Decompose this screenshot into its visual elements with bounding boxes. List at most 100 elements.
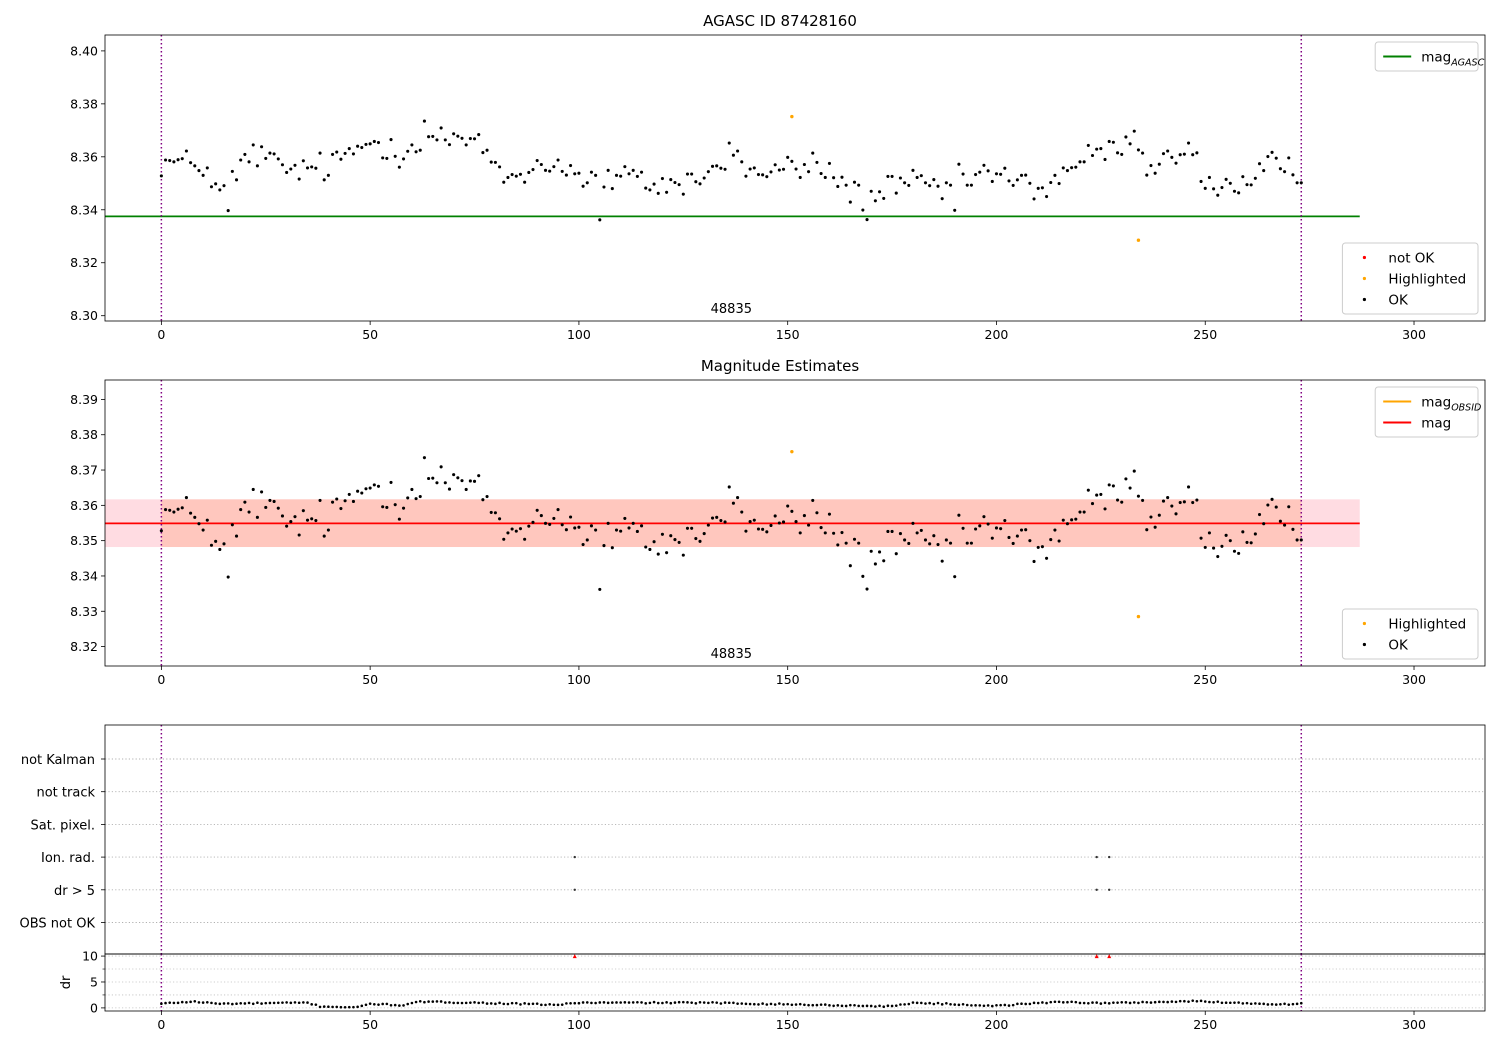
ok-point [614, 173, 619, 177]
ok-point [999, 527, 1003, 531]
ok-point [690, 526, 694, 530]
ok-point [944, 181, 948, 185]
ok-point [489, 510, 493, 514]
ok-point [610, 546, 614, 550]
dr-point [1036, 1001, 1040, 1005]
flag-point [1095, 888, 1098, 891]
ok-point [986, 169, 990, 173]
ok-point [660, 532, 664, 536]
ok-point [702, 176, 706, 180]
ok-point [919, 174, 923, 178]
ok-point [748, 520, 752, 524]
dr-point [231, 1002, 234, 1006]
ok-point [694, 536, 698, 541]
dr-point [180, 1000, 184, 1004]
dr-point [1011, 1003, 1015, 1007]
ok-point [1283, 523, 1287, 527]
dr-point [886, 1004, 890, 1007]
ok-point [1212, 546, 1216, 550]
ok-point [255, 515, 259, 519]
ok-point [589, 524, 593, 528]
ok-point [1170, 504, 1174, 508]
ok-point [723, 167, 727, 171]
legend-label: OK [1388, 293, 1409, 309]
dr-point [560, 1003, 564, 1006]
ok-point [1136, 148, 1140, 152]
dr-point [995, 1003, 998, 1007]
dr-point [677, 1000, 681, 1004]
dr-point [794, 1003, 798, 1006]
ok-point [197, 169, 201, 173]
ok-point [310, 165, 314, 169]
dr-point [243, 1002, 247, 1005]
dr-point [210, 1001, 213, 1005]
dr-point [874, 1005, 877, 1008]
ok-point [677, 183, 681, 187]
ok-point [873, 199, 877, 203]
ok-point [543, 168, 548, 172]
ok-point [1274, 505, 1278, 509]
dr-panel: 0 50 100 150 200 250 300 0 5 10 dr [59, 949, 1486, 1032]
ok-point [769, 170, 773, 174]
ok-point [523, 180, 527, 184]
ok-point [815, 160, 819, 164]
ok-point [1237, 551, 1241, 555]
ok-point [986, 522, 990, 526]
ok-point [1141, 498, 1145, 502]
dr-point [439, 1000, 443, 1003]
dr-point [1091, 1001, 1094, 1004]
ok-point [844, 541, 848, 545]
ok-point [193, 164, 197, 168]
ok-point [681, 192, 685, 196]
dr-point [715, 1001, 719, 1004]
ok-point [865, 218, 869, 222]
ok-point [560, 523, 564, 527]
ok-point [406, 149, 410, 153]
ok-point [414, 150, 418, 154]
dr-point [251, 1002, 255, 1006]
ok-point [702, 532, 706, 536]
ok-point [1157, 162, 1161, 166]
ok-point [1245, 540, 1249, 544]
legend-label: magOBSID [1421, 395, 1481, 414]
ok-point [923, 181, 928, 185]
ok-point [347, 147, 351, 151]
ok-point [234, 534, 239, 538]
ok-point [819, 526, 823, 530]
dr-point [293, 1001, 297, 1004]
ok-point [372, 483, 376, 487]
dr-point [965, 1003, 969, 1007]
ok-point [740, 510, 744, 514]
dr-point [932, 1002, 936, 1006]
ok-point [443, 138, 447, 142]
dr-point [565, 1002, 568, 1005]
y-tick-label: 5 [90, 974, 98, 989]
ok-point [251, 487, 255, 492]
ok-point [514, 174, 518, 178]
ok-point [260, 490, 264, 494]
dr-point [489, 1002, 493, 1005]
ok-point [297, 177, 301, 181]
ok-point [736, 149, 740, 153]
ok-point [903, 181, 907, 185]
ok-point [1007, 179, 1011, 183]
dr-point [548, 1003, 551, 1006]
dr-point [164, 1001, 167, 1005]
ok-point [1149, 164, 1153, 168]
ok-point [1174, 161, 1178, 165]
ok-point [276, 506, 280, 510]
ok-point [569, 164, 573, 168]
ok-point [1057, 539, 1061, 543]
ok-point [1253, 176, 1257, 180]
ok-point [502, 537, 506, 541]
legend-box [1341, 242, 1479, 315]
y-tick-label: 8.37 [70, 463, 98, 478]
ok-point [861, 208, 865, 212]
ok-point [940, 559, 944, 563]
ok-point [1195, 498, 1199, 502]
ok-point [1045, 556, 1049, 560]
ok-point [343, 151, 347, 155]
dr-point [594, 1001, 597, 1005]
flag-point [1108, 888, 1111, 891]
y-tick-label: 8.38 [70, 427, 98, 442]
